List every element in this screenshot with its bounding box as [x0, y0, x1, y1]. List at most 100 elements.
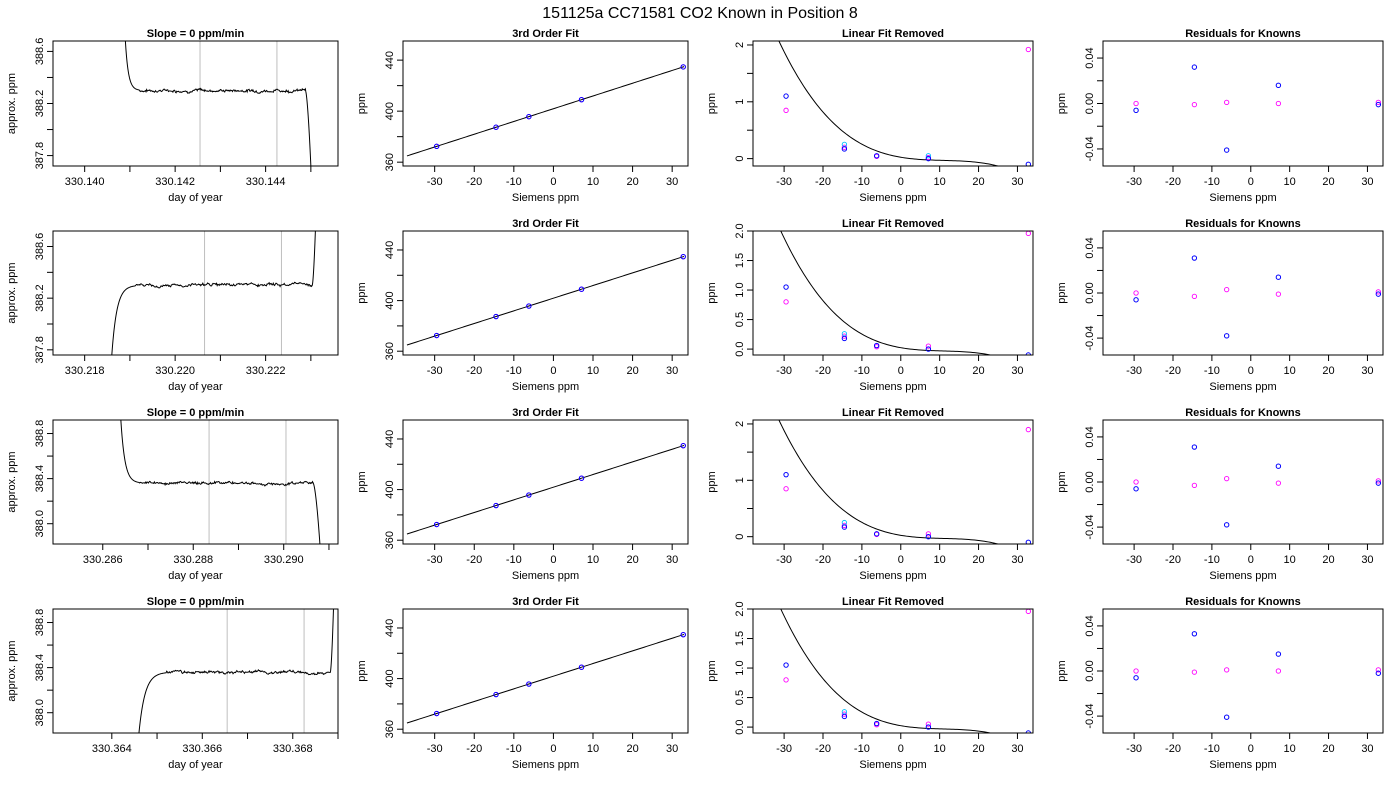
- measured-point: [680, 253, 686, 260]
- x-tick-label: 10: [587, 743, 599, 755]
- known-point: [1275, 100, 1282, 107]
- y-tick-label: 0.04: [1084, 47, 1096, 68]
- y-tick-label: 1: [734, 99, 746, 105]
- x-tick-label: 330.144: [246, 176, 286, 188]
- x-tick-label: -10: [506, 554, 522, 566]
- plot-area: [406, 64, 686, 157]
- x-tick-label: 20: [1322, 554, 1334, 566]
- y-tick-label: 1: [734, 477, 746, 483]
- measured-point: [1191, 444, 1198, 450]
- panel-frame: [402, 608, 689, 734]
- x-tick-label: 20: [1322, 176, 1334, 188]
- panel-title: Residuals for Knowns: [1185, 596, 1301, 608]
- y-tick-label: 1.0: [734, 660, 746, 675]
- x-tick-label: 30: [666, 743, 678, 755]
- y-tick-label: -0.04: [1084, 136, 1096, 161]
- x-tick-label: -30: [427, 743, 443, 755]
- x-tick-label: 10: [587, 365, 599, 377]
- x-tick-label: 30: [1011, 554, 1023, 566]
- panel-frame: [402, 419, 689, 545]
- known-point: [1025, 426, 1031, 433]
- known-point: [783, 486, 789, 492]
- x-tick-label: 0: [898, 365, 904, 377]
- panel-r3-c1: 3rd Order Fit Siemens ppm ppm -30 -20 -10 0 10 2…: [356, 596, 689, 771]
- x-tick-label: 0: [1248, 743, 1254, 755]
- y-tick-label: 440: [384, 51, 396, 69]
- panel-r2-c1: 3rd Order Fit Siemens ppm ppm -30 -20 -10 0 10 2…: [356, 407, 689, 582]
- panel-r0-c3: Residuals for Knowns Siemens ppm ppm -30 -20…: [1056, 28, 1384, 204]
- y-axis-label: ppm: [1056, 93, 1068, 114]
- x-tick-label: -30: [776, 176, 792, 188]
- x-tick-label: -10: [506, 176, 522, 188]
- measured-point: [1275, 82, 1282, 89]
- y-axis-label: ppm: [356, 282, 368, 303]
- plot-area: [406, 442, 686, 535]
- plot-area: [406, 631, 686, 724]
- measured-point: [680, 442, 686, 449]
- y-axis-label: approx. ppm: [6, 262, 18, 323]
- x-tick-label: 20: [626, 365, 638, 377]
- measured-point: [783, 662, 789, 668]
- known-point: [1275, 291, 1282, 297]
- y-tick-label: 0: [734, 156, 746, 162]
- panel-r3-c0: Slope = 0 ppm/min day of year approx. ppm 3…: [6, 596, 339, 771]
- figure-suptitle: 151125a CC71581 CO2 Known in Position 8: [542, 5, 858, 22]
- plot-area: [1133, 631, 1382, 720]
- y-tick-label: 360: [384, 720, 396, 738]
- measured-point: [1191, 631, 1198, 637]
- known-point: [1375, 667, 1381, 673]
- x-axis-label: day of year: [168, 570, 223, 582]
- y-axis-label: ppm: [356, 93, 368, 114]
- measured-point: [1223, 333, 1230, 339]
- y-tick-label: -0.04: [1084, 704, 1096, 729]
- y-axis-label: approx. ppm: [6, 451, 18, 512]
- panel-title: Slope = 0 ppm/min: [147, 28, 245, 40]
- y-tick-label: 440: [384, 619, 396, 637]
- measured-point: [1275, 651, 1282, 657]
- measured-point: [493, 313, 499, 320]
- plot-area: [1133, 444, 1382, 528]
- x-tick-label: -10: [1204, 743, 1220, 755]
- x-tick-label: -10: [854, 176, 870, 188]
- y-tick-label: 388.8: [34, 609, 46, 637]
- known-point: [1375, 478, 1381, 484]
- measured-point: [873, 153, 880, 159]
- x-tick-label: 20: [972, 743, 984, 755]
- panel-title: Linear Fit Removed: [842, 218, 944, 230]
- known-point: [1191, 482, 1198, 489]
- x-tick-label: 30: [1361, 743, 1373, 755]
- x-tick-label: 20: [626, 743, 638, 755]
- panel-frame: [1102, 608, 1384, 734]
- known-point: [1375, 99, 1381, 106]
- x-tick-label: 330.140: [65, 176, 105, 188]
- y-tick-label: 0.00: [1084, 282, 1096, 303]
- y-tick-label: 2: [734, 42, 746, 48]
- y-tick-label: 0.04: [1084, 237, 1096, 258]
- panel-r0-c1: 3rd Order Fit Siemens ppm ppm -30 -20 -10 0 10 2…: [356, 28, 689, 204]
- x-axis-label: Siemens ppm: [859, 570, 926, 582]
- y-tick-label: 400: [384, 102, 396, 120]
- y-tick-label: 388.2: [34, 284, 46, 312]
- panels-grid: Slope = 0 ppm/min day of year approx. ppm 3…: [6, 28, 1384, 771]
- fit-curve-line: [406, 66, 685, 157]
- x-tick-label: 20: [972, 554, 984, 566]
- panel-frame: [752, 419, 1034, 545]
- y-tick-label: 387.8: [34, 336, 46, 364]
- panel-title: Residuals for Knowns: [1185, 28, 1301, 40]
- measured-point: [1223, 522, 1230, 528]
- y-tick-label: 388.6: [34, 38, 46, 66]
- measured-point: [873, 531, 880, 537]
- x-tick-label: -30: [776, 554, 792, 566]
- y-axis-label: ppm: [1056, 282, 1068, 303]
- y-tick-label: 2: [734, 421, 746, 427]
- plot-area: [120, 420, 321, 544]
- panel-title: 3rd Order Fit: [512, 28, 579, 40]
- y-tick-label: 2.0: [734, 601, 746, 616]
- panel-frame: [752, 40, 1034, 167]
- y-tick-label: 360: [384, 531, 396, 549]
- measured-point: [1133, 107, 1139, 114]
- panel-title: Linear Fit Removed: [842, 596, 944, 608]
- x-axis-label: Siemens ppm: [1209, 192, 1276, 204]
- x-tick-label: -10: [1204, 176, 1220, 188]
